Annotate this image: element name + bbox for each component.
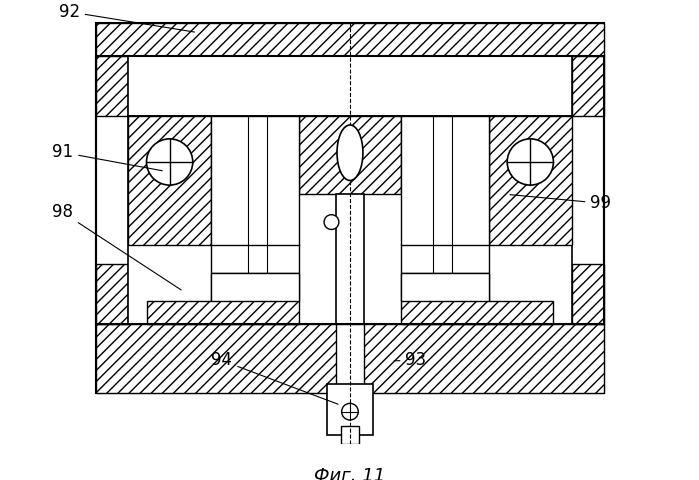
Polygon shape (96, 56, 128, 116)
Polygon shape (96, 23, 605, 56)
Bar (96, 56, 605, 324)
Bar (96, 23, 605, 393)
Text: 99: 99 (510, 194, 612, 212)
Polygon shape (147, 273, 299, 324)
Circle shape (342, 403, 359, 420)
Circle shape (147, 139, 193, 185)
Bar (401, 273, 489, 300)
Polygon shape (299, 116, 401, 194)
Bar (401, 116, 489, 273)
Bar (211, 273, 299, 300)
Polygon shape (401, 273, 554, 324)
Bar (336, 194, 364, 324)
Text: 92: 92 (59, 3, 194, 32)
Bar (128, 56, 572, 116)
Bar (211, 116, 299, 273)
Bar (336, 324, 364, 393)
Polygon shape (96, 324, 605, 393)
Bar (327, 384, 373, 435)
Circle shape (324, 215, 339, 229)
Text: 94: 94 (211, 351, 338, 404)
Polygon shape (489, 116, 572, 245)
Bar (340, 426, 359, 444)
Ellipse shape (337, 125, 363, 180)
Polygon shape (572, 264, 605, 324)
Text: 91: 91 (52, 144, 162, 171)
Polygon shape (128, 116, 211, 245)
Bar (128, 116, 572, 324)
Polygon shape (572, 56, 605, 116)
Text: 93: 93 (394, 351, 426, 370)
Text: 98: 98 (52, 204, 181, 290)
Circle shape (507, 139, 554, 185)
Text: Фиг. 11: Фиг. 11 (315, 468, 386, 480)
Polygon shape (96, 264, 128, 324)
